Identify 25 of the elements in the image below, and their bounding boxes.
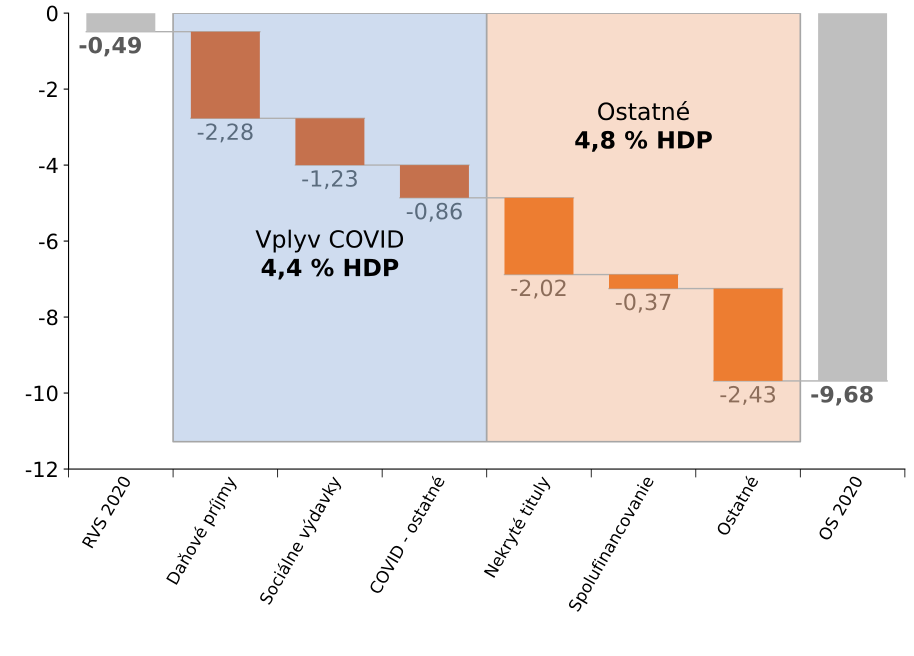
data-label: -9,68	[811, 386, 873, 406]
data-label: -1,23	[302, 170, 357, 190]
bar	[190, 32, 260, 118]
y-tick-label: -4	[39, 158, 58, 174]
bar	[714, 288, 783, 381]
band-label: Ostatné 4,8 % HDP	[575, 101, 712, 152]
data-label: -2,02	[511, 279, 566, 299]
data-label: -0,49	[80, 36, 141, 56]
bar	[609, 274, 678, 289]
data-label: -0,37	[616, 294, 670, 313]
bar	[295, 118, 364, 166]
y-tick-label: -10	[26, 386, 58, 402]
bar	[400, 165, 469, 198]
bar	[86, 13, 156, 32]
band-label: Vplyv COVID 4,4 % HDP	[256, 230, 404, 280]
y-tick-label: -2	[39, 82, 57, 98]
y-tick-label: -8	[39, 310, 58, 326]
data-label: -2,43	[720, 386, 776, 405]
y-tick-label: -6	[39, 234, 58, 250]
y-tick-label: -12	[26, 461, 57, 477]
y-tick-label: 0	[46, 6, 58, 22]
data-label: -2,28	[198, 123, 253, 142]
data-label: -0,86	[406, 202, 462, 222]
bar	[818, 13, 888, 381]
bar	[504, 198, 574, 275]
